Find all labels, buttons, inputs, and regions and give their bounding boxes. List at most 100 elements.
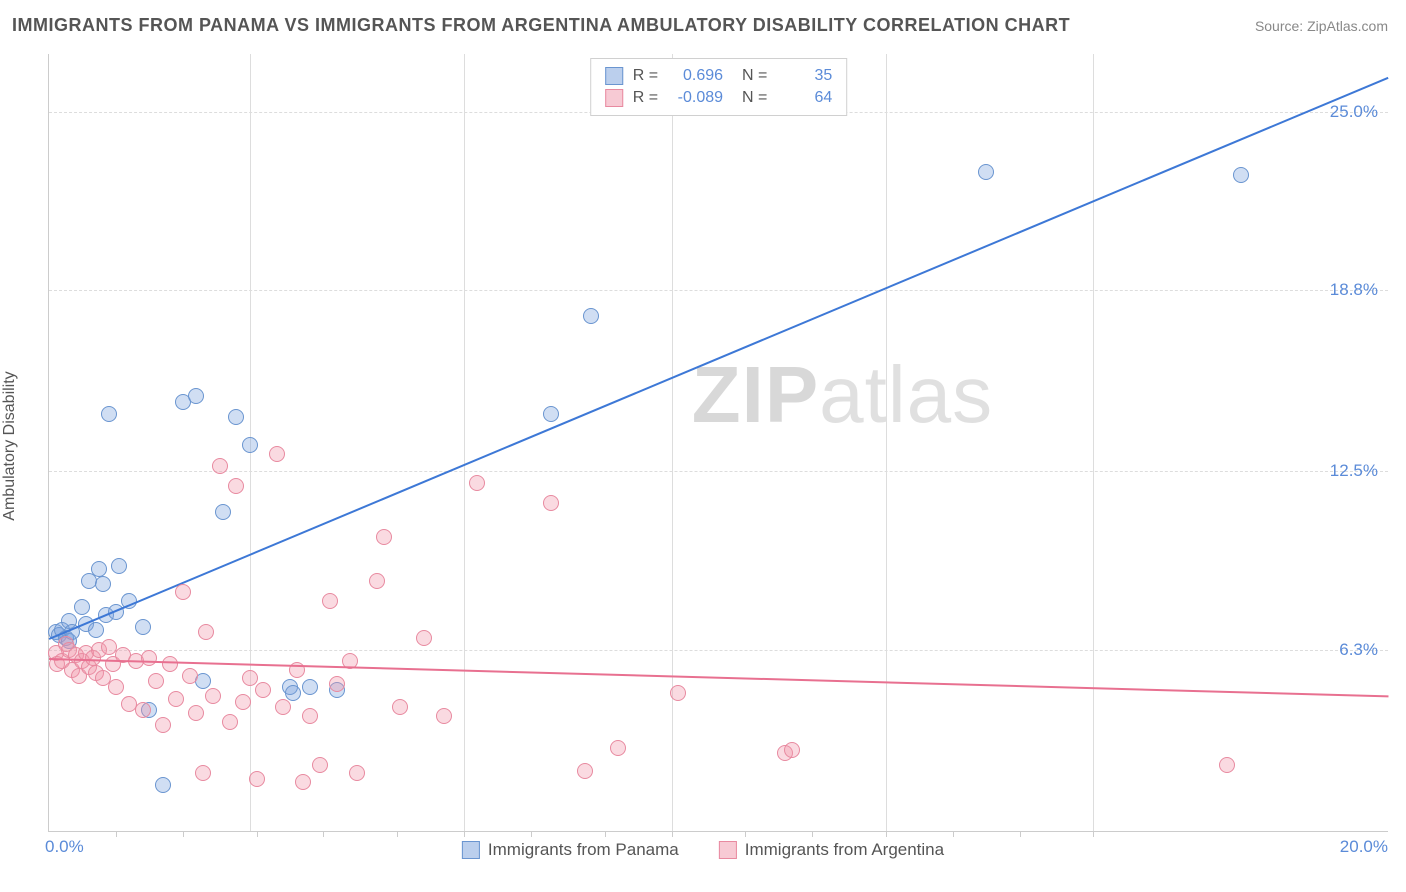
stats-legend-box: R = 0.696 N = 35 R = -0.089 N = 64 xyxy=(590,58,848,116)
x-tick-mark xyxy=(1093,831,1094,837)
swatch-blue-icon xyxy=(462,841,480,859)
data-point-argentina xyxy=(249,771,265,787)
x-tick-min: 0.0% xyxy=(45,837,84,857)
data-point-panama xyxy=(88,622,104,638)
data-point-argentina xyxy=(543,495,559,511)
legend-item-panama: Immigrants from Panama xyxy=(462,840,679,860)
r-label: R = xyxy=(633,67,658,85)
data-point-argentina xyxy=(1219,757,1235,773)
data-point-panama xyxy=(215,504,231,520)
data-point-argentina xyxy=(222,714,238,730)
data-point-argentina xyxy=(416,630,432,646)
stats-row-argentina: R = -0.089 N = 64 xyxy=(605,87,833,109)
x-tick-mark xyxy=(183,831,184,837)
x-tick-mark xyxy=(672,831,673,837)
data-point-panama xyxy=(242,437,258,453)
data-point-panama xyxy=(1233,167,1249,183)
x-tick-mark xyxy=(323,831,324,837)
swatch-pink-icon xyxy=(605,89,623,107)
y-tick-label: 6.3% xyxy=(1339,640,1378,660)
source-value: ZipAtlas.com xyxy=(1307,18,1388,34)
data-point-argentina xyxy=(198,624,214,640)
x-tick-mark xyxy=(397,831,398,837)
r-label: R = xyxy=(633,89,658,107)
data-point-argentina xyxy=(322,593,338,609)
source-attribution: Source: ZipAtlas.com xyxy=(1255,18,1388,34)
data-point-panama xyxy=(302,679,318,695)
chart-plot-area: ZIPatlas R = 0.696 N = 35 R = -0.089 N =… xyxy=(48,54,1388,832)
data-point-panama xyxy=(978,164,994,180)
x-tick-mark xyxy=(531,831,532,837)
data-point-argentina xyxy=(302,708,318,724)
data-point-argentina xyxy=(168,691,184,707)
y-axis-title: Ambulatory Disability xyxy=(1,371,19,520)
data-point-argentina xyxy=(610,740,626,756)
n-value-argentina: 64 xyxy=(777,89,832,107)
data-point-argentina xyxy=(392,699,408,715)
x-tick-mark xyxy=(116,831,117,837)
data-point-argentina xyxy=(312,757,328,773)
data-point-panama xyxy=(543,406,559,422)
n-value-panama: 35 xyxy=(777,67,832,85)
data-point-argentina xyxy=(205,688,221,704)
data-point-panama xyxy=(74,599,90,615)
x-tick-mark xyxy=(953,831,954,837)
gridline-vertical xyxy=(464,54,465,831)
data-point-argentina xyxy=(242,670,258,686)
x-tick-mark xyxy=(257,831,258,837)
stats-row-panama: R = 0.696 N = 35 xyxy=(605,65,833,87)
data-point-argentina xyxy=(369,573,385,589)
source-label: Source: xyxy=(1255,18,1303,34)
data-point-argentina xyxy=(228,478,244,494)
data-point-argentina xyxy=(135,702,151,718)
data-point-argentina xyxy=(269,446,285,462)
data-point-argentina xyxy=(175,584,191,600)
swatch-blue-icon xyxy=(605,67,623,85)
x-tick-max: 20.0% xyxy=(1340,837,1388,857)
swatch-pink-icon xyxy=(719,841,737,859)
data-point-argentina xyxy=(329,676,345,692)
watermark: ZIPatlas xyxy=(692,349,993,441)
x-tick-mark xyxy=(605,831,606,837)
gridline-vertical xyxy=(886,54,887,831)
n-label: N = xyxy=(733,89,767,107)
gridline-vertical xyxy=(1093,54,1094,831)
data-point-argentina xyxy=(436,708,452,724)
gridline-vertical xyxy=(672,54,673,831)
data-point-argentina xyxy=(235,694,251,710)
data-point-panama xyxy=(95,576,111,592)
y-tick-label: 12.5% xyxy=(1330,461,1378,481)
data-point-argentina xyxy=(162,656,178,672)
data-point-argentina xyxy=(295,774,311,790)
data-point-panama xyxy=(285,685,301,701)
legend-label-panama: Immigrants from Panama xyxy=(488,840,679,860)
x-tick-mark xyxy=(886,831,887,837)
legend-item-argentina: Immigrants from Argentina xyxy=(719,840,944,860)
data-point-panama xyxy=(111,558,127,574)
data-point-argentina xyxy=(188,705,204,721)
legend-label-argentina: Immigrants from Argentina xyxy=(745,840,944,860)
data-point-argentina xyxy=(349,765,365,781)
data-point-argentina xyxy=(376,529,392,545)
data-point-argentina xyxy=(141,650,157,666)
data-point-argentina xyxy=(469,475,485,491)
x-tick-mark xyxy=(464,831,465,837)
data-point-panama xyxy=(188,388,204,404)
data-point-argentina xyxy=(182,668,198,684)
chart-title: IMMIGRANTS FROM PANAMA VS IMMIGRANTS FRO… xyxy=(12,15,1070,36)
data-point-panama xyxy=(155,777,171,793)
data-point-panama xyxy=(91,561,107,577)
data-point-argentina xyxy=(148,673,164,689)
data-point-panama xyxy=(583,308,599,324)
data-point-panama xyxy=(135,619,151,635)
data-point-argentina xyxy=(108,679,124,695)
x-tick-mark xyxy=(1020,831,1021,837)
data-point-argentina xyxy=(195,765,211,781)
x-tick-mark xyxy=(745,831,746,837)
data-point-argentina xyxy=(212,458,228,474)
bottom-legend: Immigrants from Panama Immigrants from A… xyxy=(462,840,944,860)
data-point-argentina xyxy=(155,717,171,733)
y-tick-label: 18.8% xyxy=(1330,280,1378,300)
y-tick-label: 25.0% xyxy=(1330,102,1378,122)
data-point-panama xyxy=(101,406,117,422)
